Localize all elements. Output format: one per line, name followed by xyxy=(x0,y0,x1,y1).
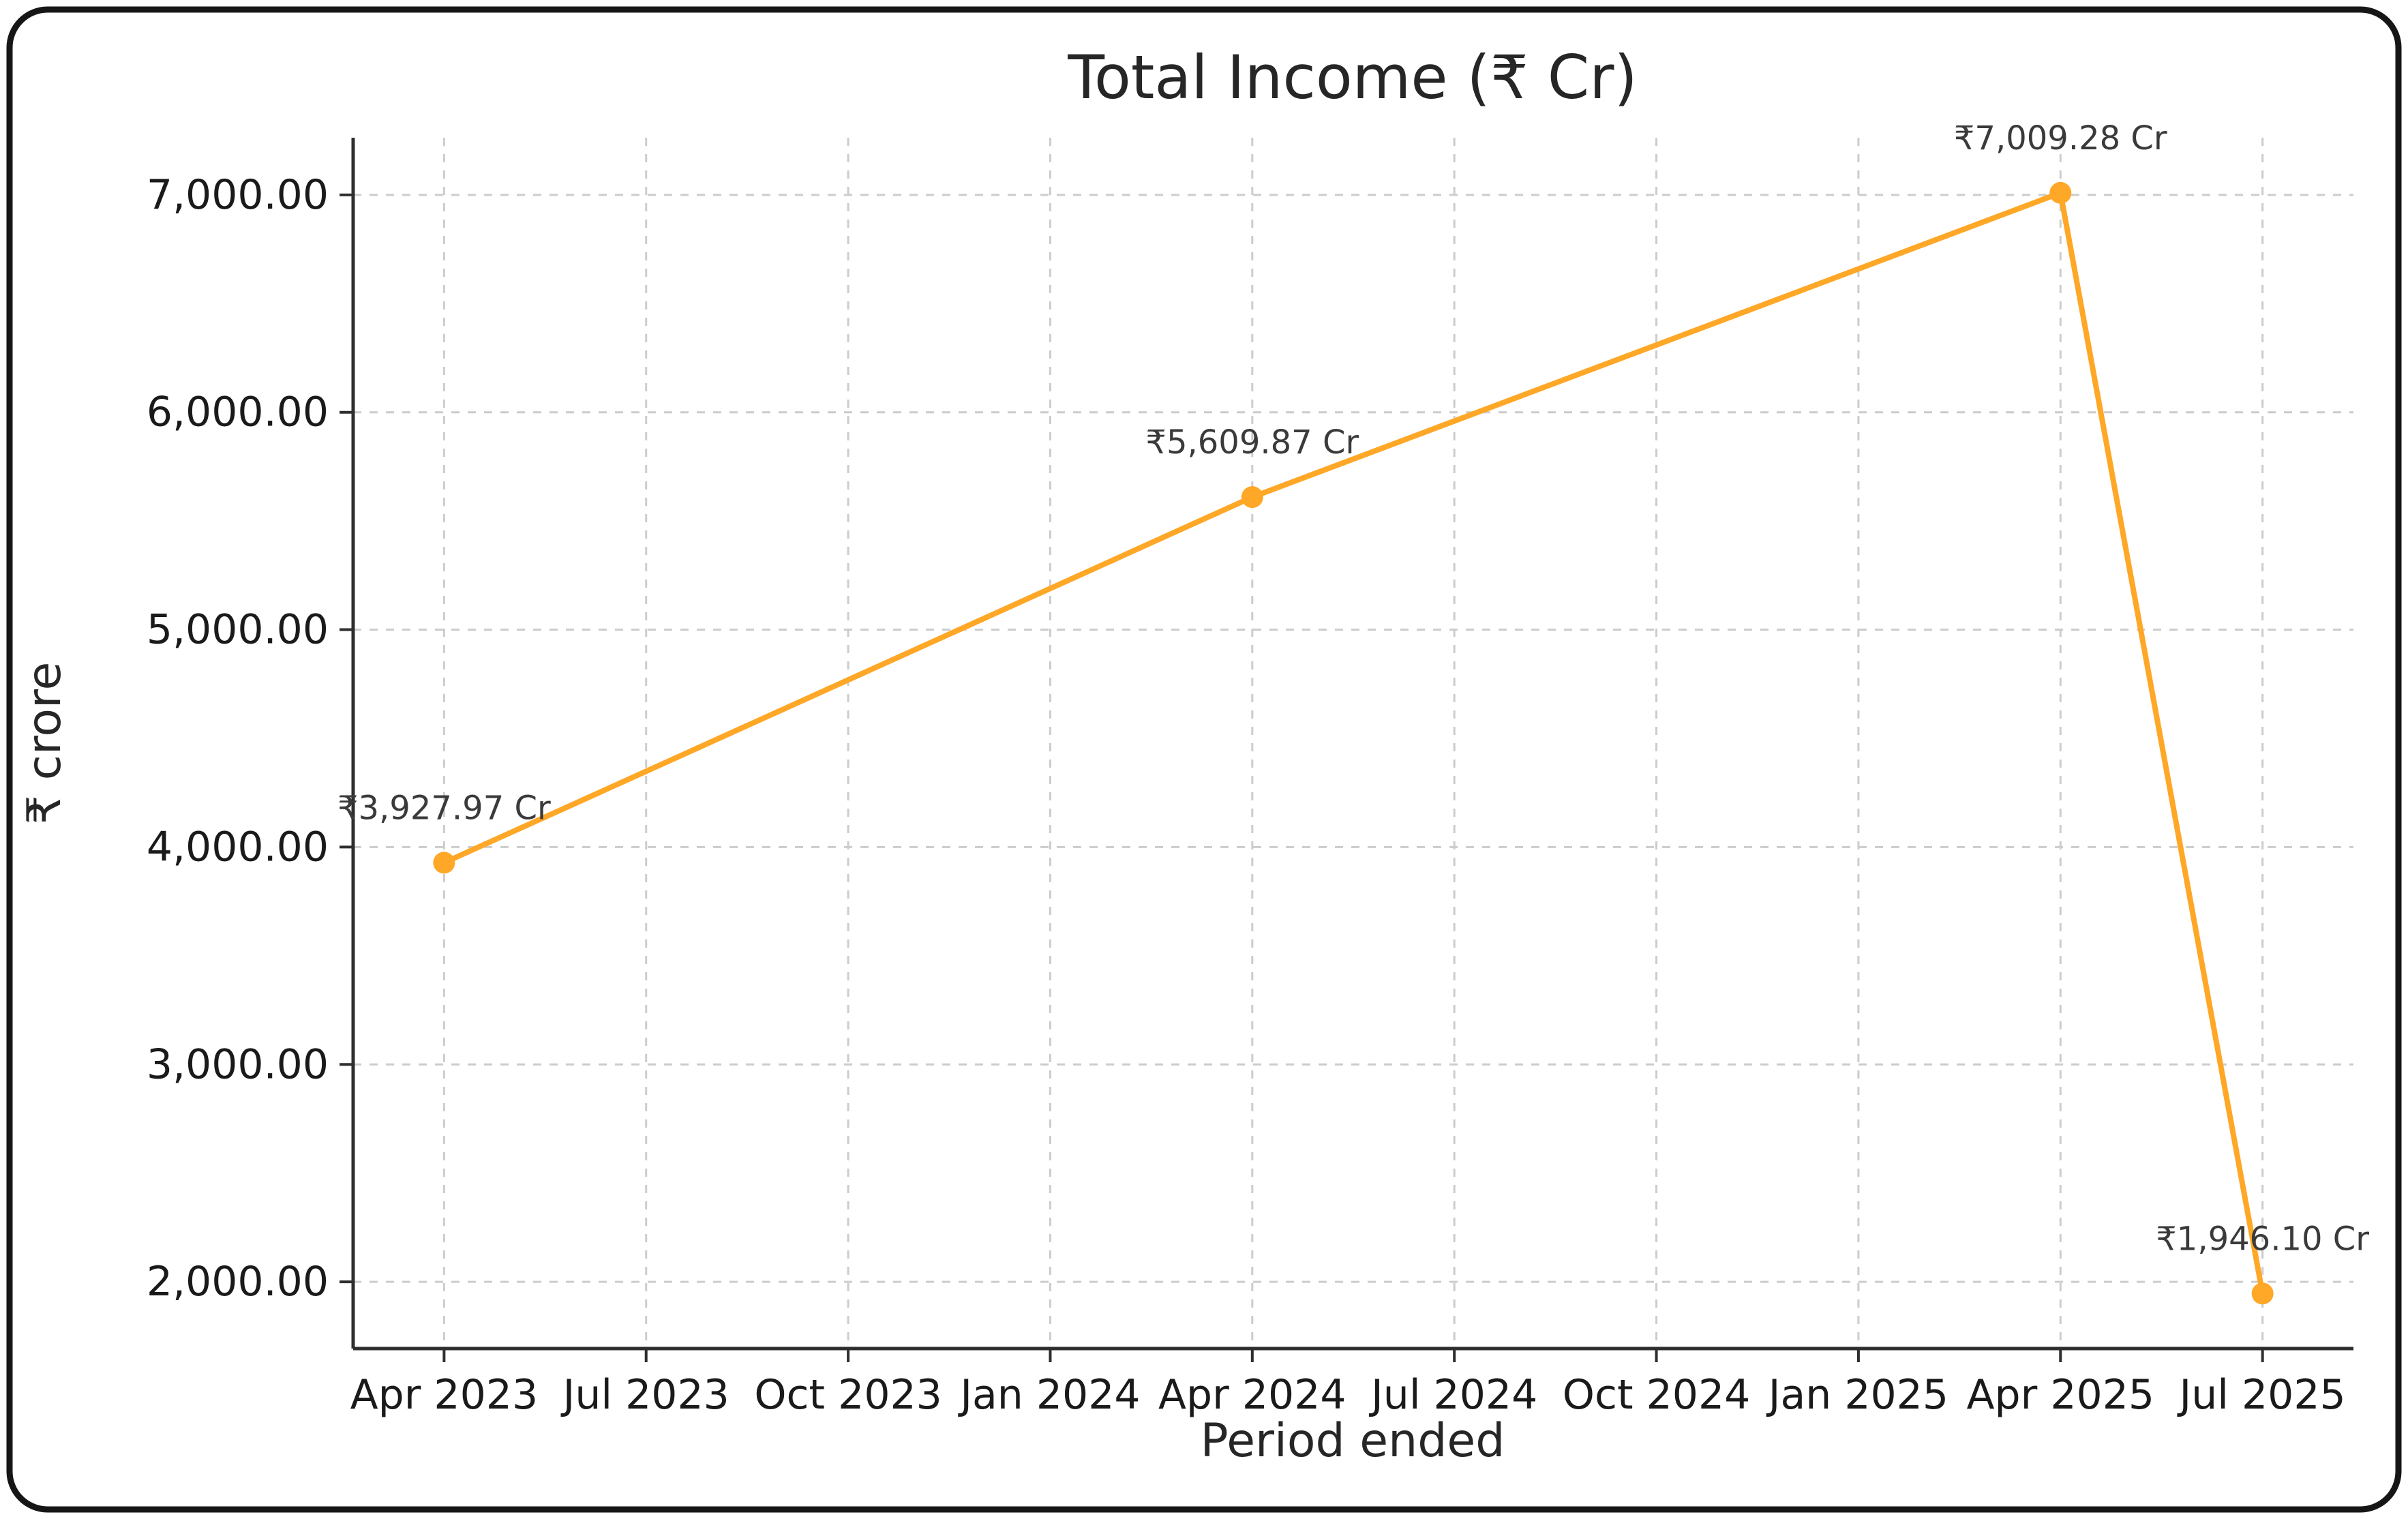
data-point-marker xyxy=(2251,1282,2274,1305)
y-tick-label: 4,000.00 xyxy=(147,823,329,871)
x-tick-label: Jul 2025 xyxy=(2177,1371,2346,1419)
total-income-line xyxy=(441,190,2266,1297)
x-tick-label: Apr 2023 xyxy=(350,1371,539,1419)
x-tick-label: Jan 2024 xyxy=(957,1371,1140,1419)
x-tick-label: Jul 2023 xyxy=(560,1371,729,1419)
data-point-marker xyxy=(433,852,455,874)
x-tick-label: Jan 2025 xyxy=(1766,1371,1948,1419)
data-point-label: ₹1,946.10 Cr xyxy=(2156,1220,2369,1258)
y-tick-label: 5,000.00 xyxy=(147,606,329,654)
x-tick-label: Jul 2024 xyxy=(1368,1371,1537,1419)
data-point-label: ₹5,609.87 Cr xyxy=(1145,423,1359,462)
chart-frame-border xyxy=(6,6,2402,1513)
x-axis-ticks: Apr 2023 Jul 2023 Oct 2023 Jan 2024 Apr 2024… xyxy=(350,1349,2346,1419)
y-tick-label: 7,000.00 xyxy=(147,171,329,219)
total-income-series xyxy=(433,181,2274,1305)
y-tick-label: 2,000.00 xyxy=(147,1258,329,1306)
y-tick-label: 6,000.00 xyxy=(147,389,329,436)
y-axis-label: ₹ crore xyxy=(18,662,72,825)
x-tick-label: Apr 2025 xyxy=(1966,1371,2154,1419)
chart-title: Total Income (₹ Cr) xyxy=(1067,42,1638,112)
data-point-label: ₹7,009.28 Cr xyxy=(1954,119,2167,157)
data-point-label: ₹3,927.97 Cr xyxy=(337,789,551,827)
gridlines xyxy=(353,138,2353,1349)
x-axis-label: Period ended xyxy=(1201,1414,1505,1468)
x-tick-label: Oct 2023 xyxy=(754,1371,942,1419)
data-point-labels: ₹3,927.97 Cr ₹5,609.87 Cr ₹7,009.28 Cr ₹1,9… xyxy=(337,119,2369,1258)
x-tick-label: Apr 2024 xyxy=(1158,1371,1346,1419)
data-point-marker xyxy=(2049,181,2072,204)
y-axis-ticks: 2,000.00 3,000.00 4,000.00 5,000.00 6,000.00… xyxy=(147,171,353,1306)
data-point-marker xyxy=(1241,486,1263,509)
y-tick-label: 3,000.00 xyxy=(147,1040,329,1088)
x-tick-label: Oct 2024 xyxy=(1563,1371,1751,1419)
axes xyxy=(351,138,2353,1351)
